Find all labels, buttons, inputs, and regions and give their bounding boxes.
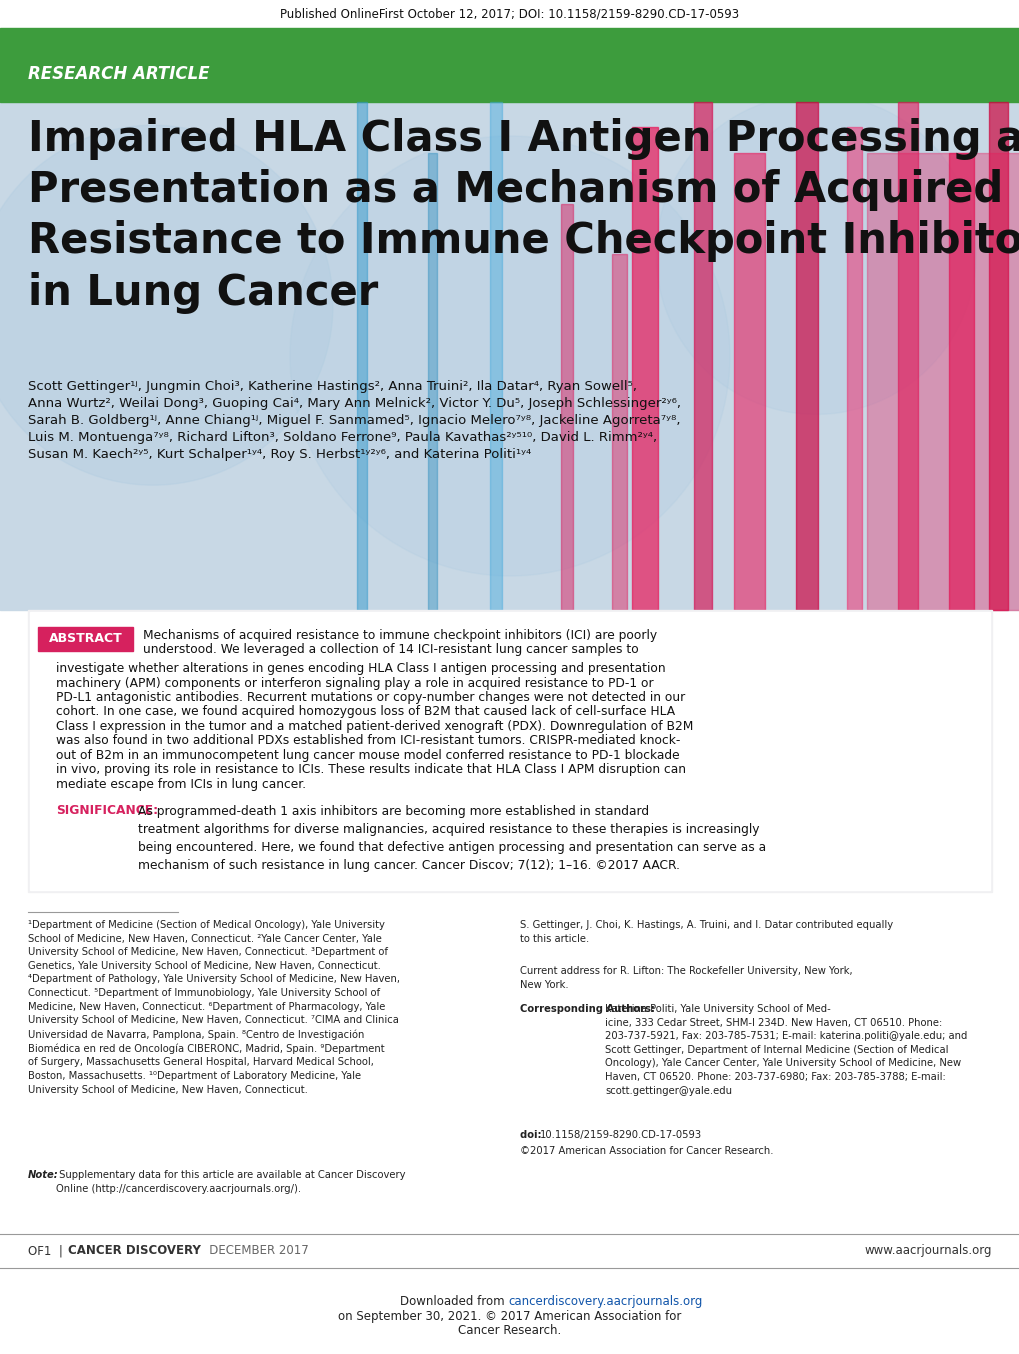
Text: Susan M. Kaech²ʸ⁵, Kurt Schalper¹ʸ⁴, Roy S. Herbst¹ʸ²ʸ⁶, and Katerina Politi¹ʸ⁴: Susan M. Kaech²ʸ⁵, Kurt Schalper¹ʸ⁴, Roy… (28, 448, 531, 460)
Text: on September 30, 2021. © 2017 American Association for: on September 30, 2021. © 2017 American A… (338, 1311, 681, 1323)
Text: PD-L1 antagonistic antibodies. Recurrent mutations or copy-number changes were n: PD-L1 antagonistic antibodies. Recurrent… (56, 691, 685, 704)
Bar (489, 102, 501, 611)
Text: Class I expression in the tumor and a matched patient-derived xenograft (PDX). D: Class I expression in the tumor and a ma… (56, 720, 693, 733)
Bar (795, 102, 817, 611)
Text: understood. We leveraged a collection of 14 ICI-resistant lung cancer samples to: understood. We leveraged a collection of… (143, 643, 638, 657)
Text: Cancer Research.: Cancer Research. (458, 1324, 561, 1336)
Text: Published OnlineFirst October 12, 2017; DOI: 10.1158/2159-8290.CD-17-0593: Published OnlineFirst October 12, 2017; … (280, 8, 739, 20)
Text: cohort. In one case, we found acquired homozygous loss of B2M that caused lack o: cohort. In one case, we found acquired h… (56, 705, 675, 719)
Text: in vivo, proving its role in resistance to ICIs. These results indicate that HLA: in vivo, proving its role in resistance … (56, 764, 686, 776)
Bar (611, 255, 627, 611)
Bar (632, 127, 657, 611)
Text: www.aacrjournals.org: www.aacrjournals.org (864, 1244, 991, 1258)
Text: As programmed-death 1 axis inhibitors are becoming more established in standard
: As programmed-death 1 axis inhibitors ar… (138, 804, 765, 872)
Circle shape (655, 95, 975, 414)
Text: Mechanisms of acquired resistance to immune checkpoint inhibitors (ICI) are poor: Mechanisms of acquired resistance to imm… (143, 630, 656, 642)
Text: 10.1158/2159-8290.CD-17-0593: 10.1158/2159-8290.CD-17-0593 (539, 1131, 701, 1140)
Circle shape (0, 125, 332, 485)
Text: RESEARCH ARTICLE: RESEARCH ARTICLE (28, 65, 210, 83)
Text: Luis M. Montuenga⁷ʸ⁸, Richard Lifton³, Soldano Ferrone⁹, Paula Kavathas²ʸ⁵¹⁰, Da: Luis M. Montuenga⁷ʸ⁸, Richard Lifton³, S… (28, 431, 656, 444)
Text: OF1  |: OF1 | (28, 1244, 70, 1258)
Bar (948, 153, 973, 611)
Text: S. Gettinger, J. Choi, K. Hastings, A. Truini, and I. Datar contributed equally
: S. Gettinger, J. Choi, K. Hastings, A. T… (520, 919, 893, 944)
Bar (734, 153, 764, 611)
Text: out of B2m in an immunocompetent lung cancer mouse model conferred resistance to: out of B2m in an immunocompetent lung ca… (56, 749, 679, 762)
Bar (38, 627, 132, 651)
Text: Scott Gettinger¹ʲ, Jungmin Choi³, Katherine Hastings², Anna Truini², Ila Datar⁴,: Scott Gettinger¹ʲ, Jungmin Choi³, Kather… (28, 380, 637, 393)
Text: Note:: Note: (28, 1170, 59, 1179)
Text: was also found in two additional PDXs established from ICI-resistant tumors. CRI: was also found in two additional PDXs es… (56, 734, 680, 747)
Bar (428, 153, 436, 611)
Bar (846, 127, 861, 611)
Bar (988, 102, 1007, 611)
Bar (357, 102, 367, 611)
Text: CANCER DISCOVERY: CANCER DISCOVERY (68, 1244, 201, 1258)
Text: SIGNIFICANCE:: SIGNIFICANCE: (56, 804, 158, 818)
Text: mediate escape from ICIs in lung cancer.: mediate escape from ICIs in lung cancer. (56, 779, 306, 791)
Text: ©2017 American Association for Cancer Research.: ©2017 American Association for Cancer Re… (520, 1145, 772, 1156)
Text: DECEMBER 2017: DECEMBER 2017 (198, 1244, 309, 1258)
Bar (693, 102, 711, 611)
Bar (0, 102, 1019, 611)
Text: Downloaded from: Downloaded from (399, 1294, 507, 1308)
Text: Sarah B. Goldberg¹ʲ, Anne Chiang¹ʲ, Miguel F. Sanmamed⁵, Ignacio Melero⁷ʸ⁸, Jack: Sarah B. Goldberg¹ʲ, Anne Chiang¹ʲ, Migu… (28, 414, 680, 427)
Text: Current address for R. Lifton: The Rockefeller University, New York,
New York.: Current address for R. Lifton: The Rocke… (520, 965, 852, 990)
Text: cancerdiscovery.aacrjournals.org: cancerdiscovery.aacrjournals.org (507, 1294, 702, 1308)
Text: ¹Department of Medicine (Section of Medical Oncology), Yale University
School of: ¹Department of Medicine (Section of Medi… (28, 919, 399, 1094)
Text: ABSTRACT: ABSTRACT (49, 632, 122, 646)
Text: Impaired HLA Class I Antigen Processing and
Presentation as a Mechanism of Acqui: Impaired HLA Class I Antigen Processing … (28, 118, 1019, 314)
Circle shape (289, 135, 730, 575)
Text: Katerina Politi, Yale University School of Med-
icine, 333 Cedar Street, SHM-I 2: Katerina Politi, Yale University School … (604, 1005, 966, 1095)
Text: machinery (APM) components or interferon signaling play a role in acquired resis: machinery (APM) components or interferon… (56, 677, 653, 689)
Text: Supplementary data for this article are available at Cancer Discovery
Online (ht: Supplementary data for this article are … (56, 1170, 406, 1194)
Text: investigate whether alterations in genes encoding HLA Class I antigen processing: investigate whether alterations in genes… (56, 662, 665, 676)
Text: Corresponding Authors:: Corresponding Authors: (520, 1005, 658, 1014)
Text: doi:: doi: (520, 1131, 544, 1140)
Bar (897, 102, 917, 611)
Bar (560, 203, 573, 611)
Bar (866, 153, 1019, 611)
Text: Anna Wurtz², Weilai Dong³, Guoping Cai⁴, Mary Ann Melnick², Victor Y. Du⁵, Josep: Anna Wurtz², Weilai Dong³, Guoping Cai⁴,… (28, 397, 681, 410)
Bar (28, 611, 991, 892)
Bar (30, 612, 989, 890)
Bar (0, 28, 1019, 102)
